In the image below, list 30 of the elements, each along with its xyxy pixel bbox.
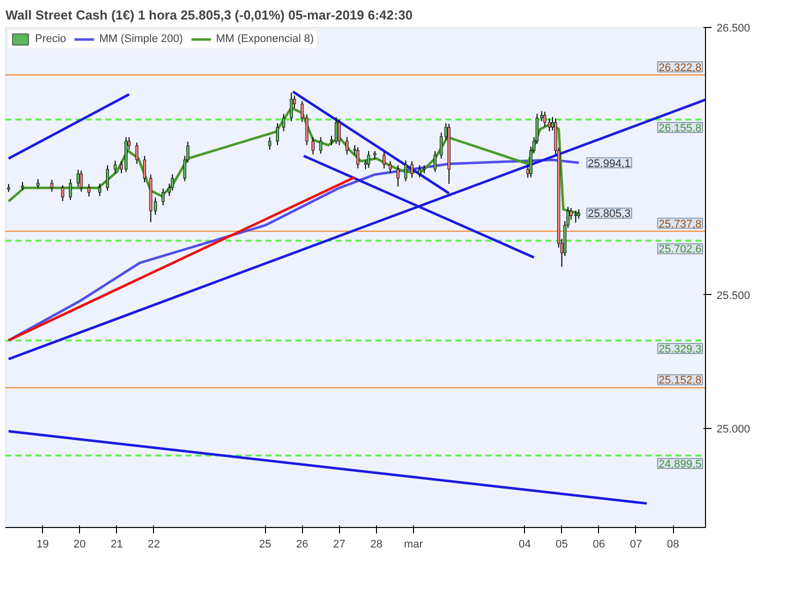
x-tick-label: 26 bbox=[296, 538, 308, 550]
y-tick-label: 25.000 bbox=[716, 424, 750, 436]
ref-line-label: 24.899,5 bbox=[658, 458, 702, 470]
x-tick-label: 05 bbox=[556, 538, 568, 550]
x-tick-label: 04 bbox=[518, 538, 531, 550]
x-tick-label: 07 bbox=[630, 538, 642, 550]
ref-line-label: 25.329,3 bbox=[658, 344, 702, 356]
chart-title: Wall Street Cash (1€) 1 hora 25.805,3 (-0,01%) 05-mar-2019 6:42:30 bbox=[6, 8, 413, 22]
legend-label: Precio bbox=[35, 32, 66, 46]
x-tick-label: 28 bbox=[370, 538, 382, 550]
x-tick-label: mar bbox=[404, 538, 424, 550]
x-tick-label: 25 bbox=[258, 538, 272, 550]
ref-line-label: 25.152,8 bbox=[658, 374, 702, 387]
legend-label: MM (Simple 200) bbox=[99, 32, 183, 46]
ref-line-label: 25.737,8 bbox=[658, 218, 702, 230]
x-tick-label: 08 bbox=[666, 538, 680, 550]
x-tick-label: 20 bbox=[74, 538, 86, 550]
x-tick-label: 06 bbox=[592, 538, 606, 550]
x-tick-label: 19 bbox=[36, 538, 49, 550]
legend-label: MM (Exponencial 8) bbox=[216, 32, 314, 46]
ref-line-label: 26.322,8 bbox=[658, 62, 702, 74]
annotation: 25.805,3 bbox=[588, 208, 631, 220]
ref-line-label: 26.155,8 bbox=[658, 122, 702, 135]
annotation: 25.994,1 bbox=[588, 158, 631, 170]
y-tick-label: 26.500 bbox=[716, 22, 750, 34]
x-tick-label: 21 bbox=[110, 538, 123, 550]
x-tick-label: 27 bbox=[333, 538, 346, 550]
x-tick-label: 22 bbox=[148, 538, 160, 550]
ref-line-label: 25.702,6 bbox=[658, 244, 702, 256]
y-tick-label: 25.500 bbox=[716, 290, 750, 302]
